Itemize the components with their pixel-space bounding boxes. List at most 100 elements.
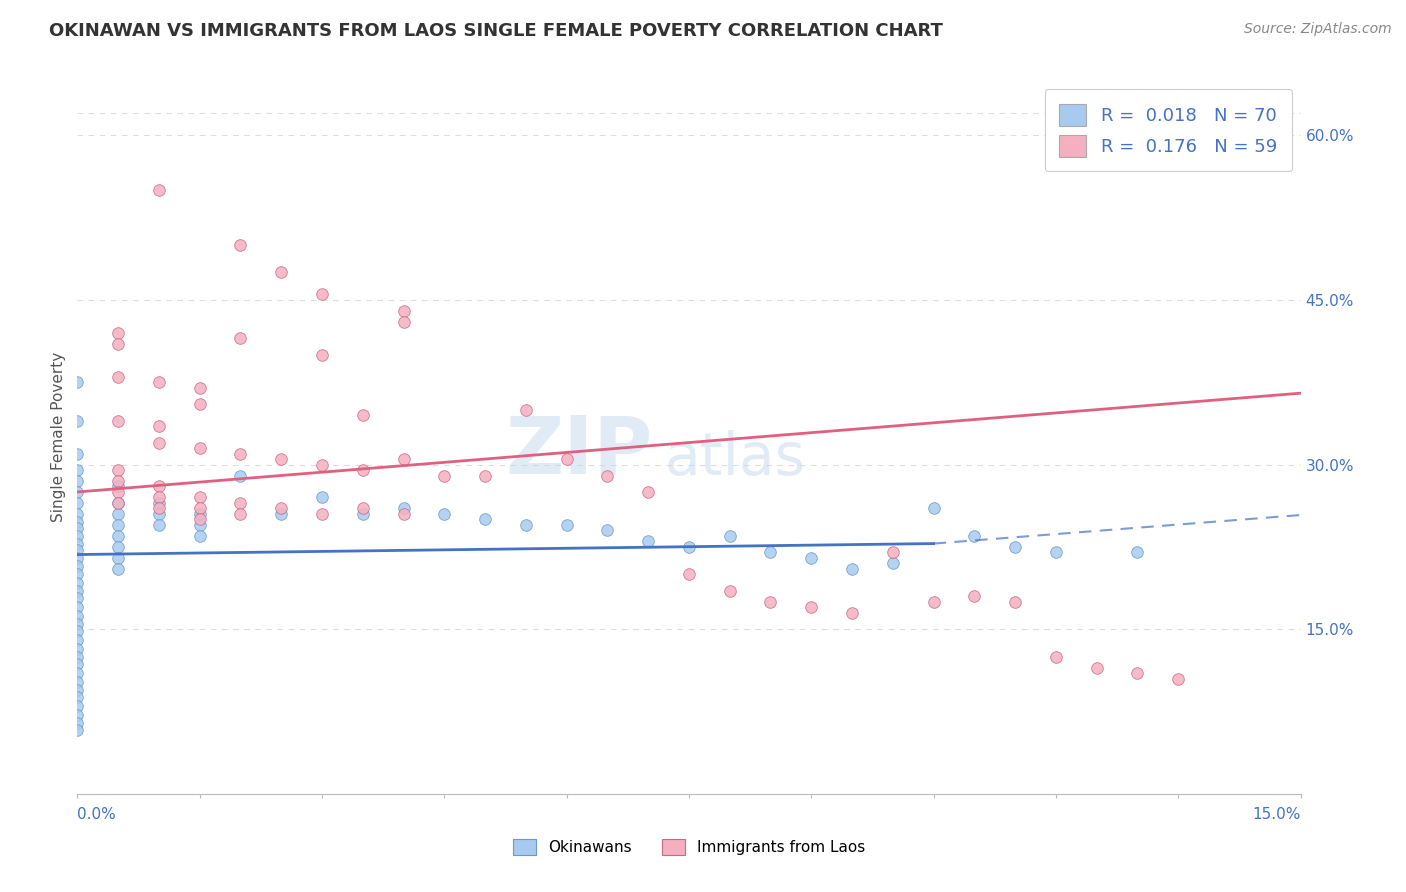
Point — [1004, 595, 1026, 609]
Point — [882, 557, 904, 571]
Point — [66, 536, 89, 550]
Point — [229, 496, 252, 510]
Point — [66, 609, 89, 624]
Point — [596, 468, 619, 483]
Point — [188, 397, 211, 411]
Point — [188, 507, 211, 521]
Point — [352, 408, 374, 422]
Point — [66, 414, 89, 428]
Point — [311, 348, 333, 362]
Point — [107, 496, 129, 510]
Point — [66, 576, 89, 591]
Point — [229, 507, 252, 521]
Point — [66, 446, 89, 460]
Text: atlas: atlas — [665, 430, 806, 487]
Point — [66, 507, 89, 521]
Point — [1126, 545, 1149, 559]
Point — [515, 517, 537, 532]
Point — [1045, 649, 1067, 664]
Point — [66, 723, 89, 738]
Point — [107, 496, 129, 510]
Point — [678, 567, 700, 582]
Point — [963, 529, 986, 543]
Point — [66, 633, 89, 648]
Point — [107, 485, 129, 500]
Point — [1126, 666, 1149, 681]
Point — [148, 501, 170, 516]
Point — [148, 435, 170, 450]
Point — [66, 666, 89, 681]
Point — [188, 529, 211, 543]
Point — [800, 600, 823, 615]
Point — [1045, 545, 1067, 559]
Point — [66, 485, 89, 500]
Text: ZIP: ZIP — [505, 412, 652, 491]
Point — [107, 529, 129, 543]
Point — [107, 507, 129, 521]
Point — [841, 562, 863, 576]
Point — [148, 183, 170, 197]
Point — [229, 238, 252, 252]
Point — [229, 468, 252, 483]
Point — [66, 543, 89, 558]
Legend: R =  0.018   N = 70, R =  0.176   N = 59: R = 0.018 N = 70, R = 0.176 N = 59 — [1045, 89, 1292, 171]
Point — [66, 715, 89, 730]
Point — [66, 583, 89, 598]
Point — [474, 512, 496, 526]
Point — [107, 336, 129, 351]
Point — [188, 512, 211, 526]
Point — [922, 595, 945, 609]
Point — [311, 507, 333, 521]
Point — [66, 463, 89, 477]
Point — [229, 331, 252, 345]
Point — [759, 545, 782, 559]
Point — [148, 496, 170, 510]
Point — [352, 501, 374, 516]
Point — [637, 534, 659, 549]
Point — [66, 550, 89, 565]
Text: OKINAWAN VS IMMIGRANTS FROM LAOS SINGLE FEMALE POVERTY CORRELATION CHART: OKINAWAN VS IMMIGRANTS FROM LAOS SINGLE … — [49, 22, 943, 40]
Y-axis label: Single Female Poverty: Single Female Poverty — [51, 352, 66, 522]
Point — [311, 287, 333, 301]
Point — [352, 463, 374, 477]
Point — [66, 690, 89, 705]
Point — [718, 529, 741, 543]
Point — [66, 649, 89, 664]
Text: 15.0%: 15.0% — [1253, 807, 1301, 822]
Point — [107, 540, 129, 554]
Point — [107, 369, 129, 384]
Point — [66, 657, 89, 672]
Point — [1085, 660, 1108, 674]
Point — [270, 501, 292, 516]
Point — [759, 595, 782, 609]
Point — [311, 458, 333, 472]
Point — [148, 375, 170, 389]
Point — [392, 303, 415, 318]
Point — [66, 642, 89, 657]
Point — [188, 381, 211, 395]
Point — [66, 375, 89, 389]
Point — [66, 474, 89, 488]
Point — [66, 515, 89, 529]
Point — [188, 441, 211, 455]
Point — [66, 616, 89, 631]
Point — [1167, 672, 1189, 686]
Point — [107, 474, 129, 488]
Point — [963, 589, 986, 603]
Point — [392, 315, 415, 329]
Point — [392, 452, 415, 467]
Point — [66, 558, 89, 573]
Point — [107, 414, 129, 428]
Point — [107, 326, 129, 340]
Point — [596, 524, 619, 538]
Point — [148, 507, 170, 521]
Point — [66, 521, 89, 535]
Point — [229, 446, 252, 460]
Point — [270, 507, 292, 521]
Point — [188, 517, 211, 532]
Point — [66, 600, 89, 615]
Point — [515, 402, 537, 417]
Point — [66, 529, 89, 543]
Point — [1004, 540, 1026, 554]
Point — [352, 507, 374, 521]
